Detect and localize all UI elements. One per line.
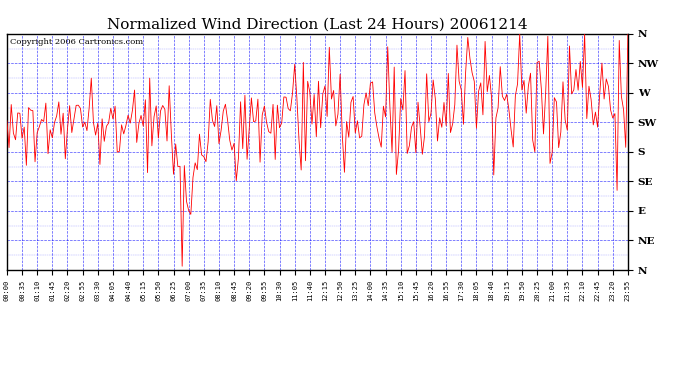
Title: Normalized Wind Direction (Last 24 Hours) 20061214: Normalized Wind Direction (Last 24 Hours…	[107, 17, 528, 31]
Text: Copyright 2006 Cartronics.com: Copyright 2006 Cartronics.com	[10, 39, 143, 46]
